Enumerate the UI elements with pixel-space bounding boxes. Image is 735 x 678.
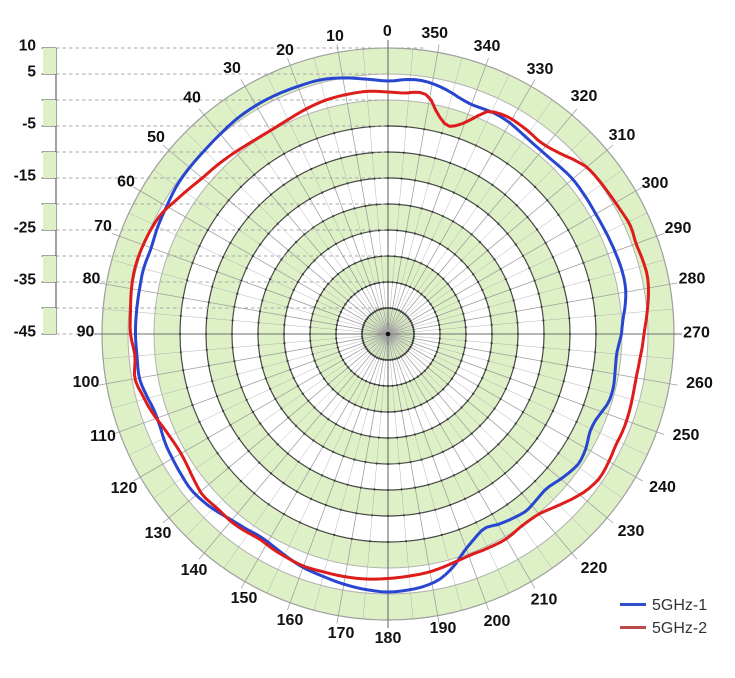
svg-text:-45: -45 [14, 324, 37, 341]
svg-text:250: 250 [673, 427, 700, 444]
svg-text:5GHz-1: 5GHz-1 [652, 597, 707, 614]
svg-text:40: 40 [183, 90, 201, 107]
svg-text:130: 130 [145, 525, 172, 542]
svg-text:-15: -15 [14, 168, 37, 185]
svg-text:110: 110 [90, 428, 116, 445]
svg-text:190: 190 [430, 620, 457, 637]
svg-text:350: 350 [421, 25, 448, 42]
svg-text:140: 140 [181, 562, 208, 579]
svg-text:-35: -35 [14, 272, 37, 289]
svg-text:80: 80 [83, 271, 101, 288]
svg-text:20: 20 [276, 42, 294, 59]
svg-text:310: 310 [609, 127, 636, 144]
svg-text:300: 300 [642, 175, 669, 192]
svg-text:60: 60 [117, 174, 135, 191]
svg-text:150: 150 [231, 590, 258, 607]
svg-text:5: 5 [27, 64, 36, 81]
svg-text:-25: -25 [14, 220, 37, 237]
svg-text:5GHz-2: 5GHz-2 [652, 620, 707, 637]
svg-text:10: 10 [326, 28, 344, 45]
svg-text:280: 280 [679, 271, 706, 288]
svg-text:-5: -5 [22, 116, 36, 133]
svg-text:90: 90 [77, 324, 95, 341]
svg-text:180: 180 [375, 630, 402, 647]
svg-text:170: 170 [328, 625, 355, 642]
svg-text:230: 230 [618, 523, 645, 540]
svg-text:290: 290 [665, 220, 692, 237]
svg-text:160: 160 [277, 612, 304, 629]
svg-text:50: 50 [147, 129, 165, 146]
svg-text:270: 270 [683, 324, 710, 341]
svg-text:100: 100 [73, 374, 100, 391]
svg-text:340: 340 [474, 38, 501, 55]
svg-text:260: 260 [686, 375, 713, 392]
svg-text:0: 0 [383, 23, 392, 40]
svg-text:120: 120 [111, 480, 138, 497]
svg-text:320: 320 [571, 88, 598, 105]
svg-text:330: 330 [527, 61, 554, 78]
svg-text:10: 10 [19, 38, 36, 55]
svg-text:200: 200 [484, 613, 511, 630]
svg-text:220: 220 [581, 560, 608, 577]
svg-text:70: 70 [94, 218, 112, 235]
svg-text:210: 210 [531, 592, 558, 609]
svg-text:30: 30 [223, 60, 241, 77]
svg-text:240: 240 [649, 479, 676, 496]
